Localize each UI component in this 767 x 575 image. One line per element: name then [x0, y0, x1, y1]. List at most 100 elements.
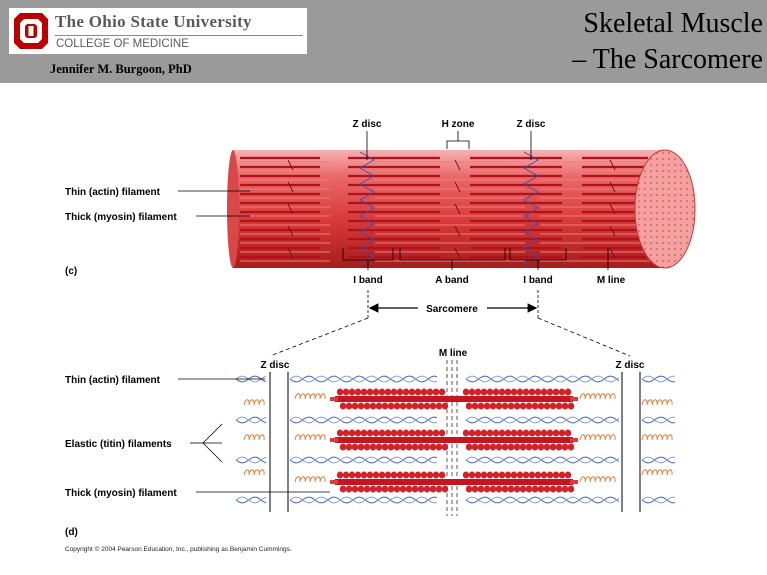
titin-spring — [294, 476, 326, 483]
myosin-head — [462, 471, 470, 479]
myosin-head — [510, 471, 518, 479]
myosin-head — [417, 402, 425, 410]
myosin-head — [366, 388, 374, 396]
myosin-head — [516, 429, 524, 437]
myosin-head — [462, 388, 470, 396]
myosin-head — [465, 402, 473, 410]
myosin-head — [546, 471, 554, 479]
myosin-head — [489, 485, 497, 493]
myosin-head — [390, 471, 398, 479]
myosin-head — [483, 443, 491, 451]
myosin-head — [345, 443, 353, 451]
titin-spring — [243, 434, 265, 441]
myosin-head — [339, 443, 347, 451]
myosin-head — [528, 429, 536, 437]
myosin-head — [501, 443, 509, 451]
myosin-head — [492, 429, 500, 437]
titin-spring — [243, 469, 265, 476]
myosin-head — [369, 402, 377, 410]
myosin-head — [468, 388, 476, 396]
thick-myosin-end — [330, 480, 338, 484]
myosin-head — [339, 402, 347, 410]
myosin-head — [435, 443, 443, 451]
myosin-head — [345, 402, 353, 410]
titin-spring — [294, 393, 326, 400]
myosin-head — [429, 485, 437, 493]
myosin-head — [360, 388, 368, 396]
myosin-head — [558, 388, 566, 396]
myosin-head — [558, 471, 566, 479]
thin-actin-strand — [289, 496, 438, 504]
thin-actin-strand — [289, 416, 438, 424]
myosin-head — [372, 388, 380, 396]
myosin-head — [564, 388, 572, 396]
myosin-head — [552, 388, 560, 396]
myosin-head — [354, 471, 362, 479]
titin-spring — [579, 434, 616, 441]
myosin-head — [375, 485, 383, 493]
myosin-head — [384, 471, 392, 479]
myosin-head — [546, 388, 554, 396]
logo-divider — [55, 35, 303, 36]
thick-myosin-filament — [335, 437, 573, 443]
myosin-head — [432, 388, 440, 396]
myosin-head — [396, 388, 404, 396]
titin-spring — [579, 393, 616, 400]
myosin-head — [540, 471, 548, 479]
m-line-tick-c — [454, 159, 461, 171]
myosin-head — [555, 485, 563, 493]
myosin-head — [420, 388, 428, 396]
myosin-head — [474, 388, 482, 396]
myosin-head — [510, 388, 518, 396]
thin-actin-strand — [641, 375, 675, 383]
myosin-head — [378, 471, 386, 479]
m-line-tick-c — [609, 225, 616, 237]
myosin-head — [540, 429, 548, 437]
myosin-head — [396, 471, 404, 479]
thin-actin-strand — [289, 375, 438, 383]
myosin-head — [405, 443, 413, 451]
sarcomere-detail — [235, 360, 675, 516]
m-line-tick-c — [454, 181, 461, 193]
myosin-head — [531, 402, 539, 410]
thick-myosin-end — [330, 397, 338, 401]
myosin-head — [414, 388, 422, 396]
m-line-tick-c — [609, 203, 616, 215]
myosin-head — [462, 429, 470, 437]
myosin-head — [408, 471, 416, 479]
thin-actin-strand — [235, 456, 267, 464]
titin-spring — [641, 434, 673, 441]
myosin-head — [402, 429, 410, 437]
myosin-head — [519, 443, 527, 451]
myosin-head — [348, 388, 356, 396]
myosin-head — [492, 471, 500, 479]
myosin-head — [471, 485, 479, 493]
thin-actin-strand — [289, 456, 438, 464]
myosin-head — [417, 485, 425, 493]
thin-actin-strand — [641, 456, 675, 464]
myosin-head — [339, 485, 347, 493]
myosin-head — [486, 388, 494, 396]
myosin-head — [495, 402, 503, 410]
myosin-head — [474, 471, 482, 479]
myosin-head — [465, 443, 473, 451]
sarcomere-diagram: Z disc H zone Z disc Thin (actin) filame… — [65, 119, 696, 553]
myosin-head — [534, 471, 542, 479]
myosin-head — [390, 388, 398, 396]
m-line-tick-c — [609, 247, 616, 259]
myosin-head — [501, 485, 509, 493]
myosin-head — [483, 402, 491, 410]
myosin-head — [378, 388, 386, 396]
panel-label-c: (c) — [65, 266, 77, 277]
thin-actin-strand — [235, 416, 267, 424]
thick-myosin-end — [570, 480, 578, 484]
thin-actin-strand — [641, 416, 675, 424]
myosin-head — [513, 443, 521, 451]
myosin-head — [537, 485, 545, 493]
myosin-head — [510, 429, 518, 437]
slide-title-line-1: Skeletal Muscle — [583, 8, 763, 39]
m-line-tick-c — [454, 203, 461, 215]
myosin-head — [534, 388, 542, 396]
myosin-head — [438, 388, 446, 396]
sarcomere-label: Sarcomere — [426, 304, 478, 315]
